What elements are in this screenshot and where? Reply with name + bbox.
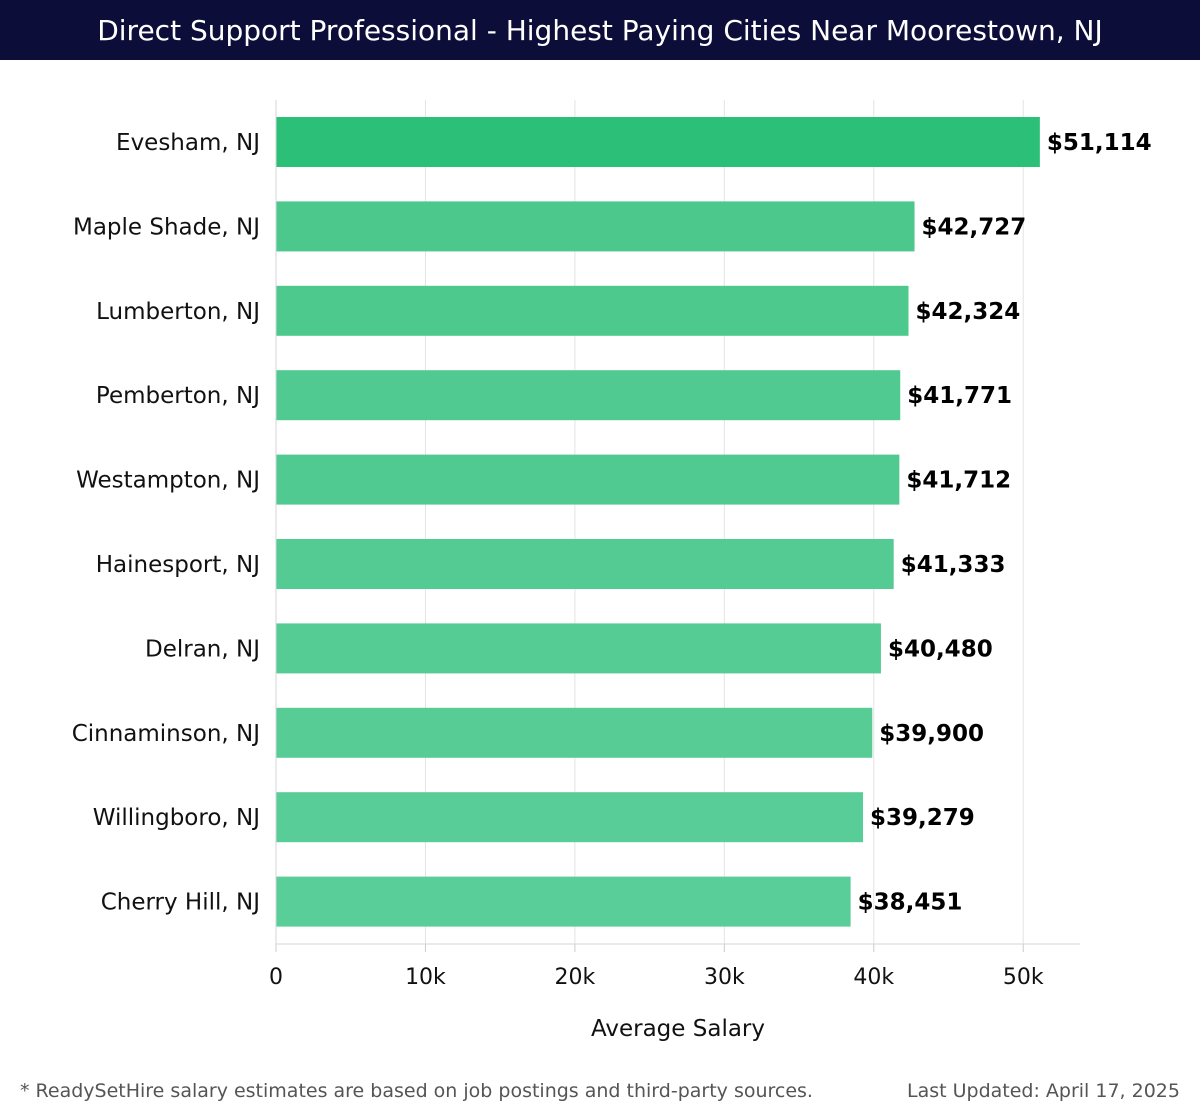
x-tick-label: 20k xyxy=(555,965,596,990)
category-label: Willingboro, NJ xyxy=(93,805,260,831)
value-label: $41,712 xyxy=(906,468,1011,494)
category-label: Cherry Hill, NJ xyxy=(101,890,260,916)
bar xyxy=(276,623,881,674)
value-label: $41,771 xyxy=(907,383,1012,409)
category-label: Lumberton, NJ xyxy=(96,299,260,325)
category-label: Evesham, NJ xyxy=(116,130,260,156)
value-label: $42,324 xyxy=(915,299,1020,325)
x-tick-label: 0 xyxy=(269,965,283,990)
bar xyxy=(276,285,909,336)
category-label: Cinnaminson, NJ xyxy=(72,721,260,747)
category-label: Delran, NJ xyxy=(145,636,260,662)
x-tick-label: 50k xyxy=(1003,965,1044,990)
x-tick-label: 10k xyxy=(405,965,446,990)
title-bar: Direct Support Professional - Highest Pa… xyxy=(0,0,1200,60)
bar xyxy=(276,707,873,758)
value-label: $42,727 xyxy=(922,214,1027,240)
bar xyxy=(276,539,894,589)
x-axis-title: Average Salary xyxy=(591,1016,765,1042)
category-label: Maple Shade, NJ xyxy=(73,214,260,240)
value-label: $40,480 xyxy=(888,636,993,662)
bar xyxy=(276,454,900,505)
value-label: $39,279 xyxy=(870,805,975,831)
bar xyxy=(276,201,915,252)
value-label: $41,333 xyxy=(901,552,1006,578)
value-label: $38,451 xyxy=(858,890,963,916)
bar-chart: Evesham, NJ $51,114 Maple Shade, NJ $42,727… xyxy=(72,100,1152,1042)
bars: Evesham, NJ $51,114 Maple Shade, NJ $42,727… xyxy=(72,117,1152,927)
bar xyxy=(276,792,863,843)
value-label: $39,900 xyxy=(879,721,984,747)
x-tick-label: 30k xyxy=(704,965,745,990)
category-label: Pemberton, NJ xyxy=(96,383,260,409)
bar xyxy=(276,117,1040,167)
category-label: Westampton, NJ xyxy=(76,468,260,494)
footer-updated: Last Updated: April 17, 2025 xyxy=(906,1080,1180,1102)
x-tick-label: 40k xyxy=(853,965,894,990)
value-label: $51,114 xyxy=(1047,130,1152,156)
bar xyxy=(276,370,901,421)
category-label: Hainesport, NJ xyxy=(96,552,260,578)
footer-note: * ReadySetHire salary estimates are base… xyxy=(20,1080,813,1102)
chart-title: Direct Support Professional - Highest Pa… xyxy=(97,13,1103,47)
x-axis: 0 10k 20k 30k 40k 50k xyxy=(269,100,1080,990)
bar xyxy=(276,876,851,927)
